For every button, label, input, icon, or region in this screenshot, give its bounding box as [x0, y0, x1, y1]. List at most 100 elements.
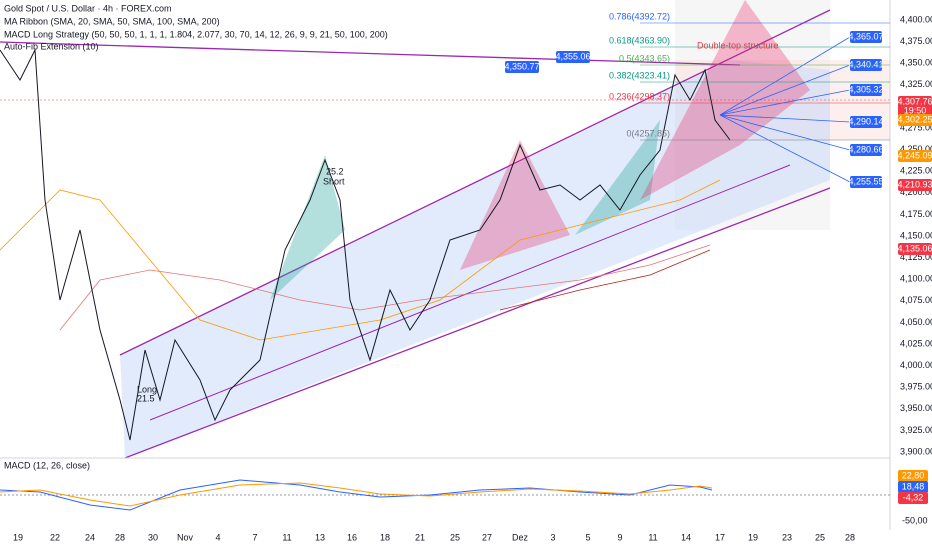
fib-label: 0.618(4363.90) [609, 35, 670, 45]
macd-tag-bg [898, 470, 928, 482]
price-series [0, 48, 731, 441]
date-label: Dez [512, 532, 529, 542]
date-label: 17 [715, 532, 725, 542]
fib-label: 0(4257.85) [626, 128, 670, 138]
chart-tag: 4,350.77 [504, 61, 539, 71]
label: 25.2 [326, 166, 344, 176]
date-label: 16 [347, 532, 357, 542]
fib-label: 0.382(4323.41) [609, 70, 670, 80]
price-axis-label: 4,000.00 [900, 360, 932, 370]
date-label: 18 [380, 532, 390, 542]
projection-lines [719, 36, 851, 183]
date-label: 7 [252, 532, 257, 542]
date-label: 22 [50, 532, 60, 542]
macd-tag: -4,32 [903, 492, 924, 502]
macd-tag: 18,48 [902, 481, 925, 491]
moving-average [0, 179, 721, 341]
fib-label: 0.5(4343.65) [619, 53, 670, 63]
date-label: 28 [845, 532, 855, 542]
price-axis-label: 4,075.00 [900, 295, 932, 305]
price-axis-label: 4,375.00 [900, 36, 932, 46]
price-tag-bg [898, 243, 932, 255]
price-axis-label: 4,150.00 [900, 230, 932, 240]
date-label: Nov [177, 532, 194, 542]
price-tag: 4,305.32 [848, 84, 883, 94]
indicator: Auto-Fib Extension (10) [4, 41, 99, 51]
price-axis-label: 3,975.00 [900, 382, 932, 392]
date-label: 23 [782, 532, 792, 542]
label: 21.5 [137, 393, 155, 403]
macd-tag-bg [898, 492, 928, 504]
price-tag: 19:50 [904, 105, 927, 115]
price-axis-label: 4,100.00 [900, 274, 932, 284]
price-axis-label: 3,925.00 [900, 425, 932, 435]
date-label: 11 [282, 532, 291, 542]
macd-title: MACD (12, 26, close) [4, 460, 90, 470]
date-label: 14 [681, 532, 691, 542]
chart-tag-bg [505, 61, 539, 73]
channel-mid [149, 164, 791, 421]
price-axis-label: 4,250.00 [900, 144, 932, 154]
date-label: 4 [215, 532, 220, 542]
price-axis-label: 4,325.00 [900, 79, 932, 89]
price-tag-bg [898, 179, 932, 191]
label: Short [323, 176, 345, 186]
price-tag: 4,280.66 [848, 144, 883, 154]
price-tag: 4,290.14 [848, 116, 883, 126]
pattern-triangle [460, 140, 570, 270]
price-tag: 4,245.09 [897, 150, 932, 160]
chart-tag-bg [556, 51, 590, 63]
price-axis-label: 3,900.00 [900, 446, 932, 456]
price-tag: 4,302.25 [897, 114, 932, 124]
macd-tag: 22,80 [902, 470, 925, 480]
price-tag-bg [850, 176, 882, 188]
moving-average [499, 249, 711, 311]
date-label: 11 [648, 532, 657, 542]
price-axis-label: 4,275.00 [900, 122, 932, 132]
date-label: 3 [550, 532, 555, 542]
price-tag: 4,255.55 [848, 176, 883, 186]
price-tag-bg [850, 84, 882, 96]
price-axis-label: 4,175.00 [900, 209, 932, 219]
price-tag-bg [850, 116, 882, 128]
price-tag-bg [898, 114, 932, 126]
date-label: 5 [585, 532, 590, 542]
date-label: 9 [617, 532, 622, 542]
price-axis-label: 4,400.00 [900, 14, 932, 24]
price-tag-bg [898, 150, 932, 162]
date-label: 25 [815, 532, 825, 542]
pattern-triangle [575, 120, 660, 235]
price-tag-bg [850, 144, 882, 156]
price-axis-label: 4,200.00 [900, 187, 932, 197]
price-axis-label: 4,050.00 [900, 317, 932, 327]
indicator: MACD Long Strategy (50, 50, 50, 1, 1, 1,… [4, 29, 388, 39]
date-label: 21 [415, 532, 425, 542]
pattern-triangle [270, 155, 345, 300]
price-tag: 4,365.07 [848, 31, 883, 41]
macd-line [0, 479, 713, 511]
price-tag: 4,340.41 [848, 59, 883, 69]
moving-average [59, 244, 711, 331]
annotation: Double-top structure [697, 40, 779, 50]
price-axis-label: 4,125.00 [900, 252, 932, 262]
date-label: 19 [748, 532, 758, 542]
date-label: 24 [85, 532, 95, 542]
price-axis-label: 4,225.00 [900, 166, 932, 176]
channel-top [119, 9, 831, 356]
price-axis-label: 4,350.00 [900, 58, 932, 68]
macd-axis-label: -50,00 [902, 515, 928, 525]
price-tag: 4,210.93 [897, 179, 932, 189]
price-tag: 4,135.06 [897, 243, 932, 253]
fib-label: 0.236(4298.37) [609, 91, 670, 101]
date-label: 25 [450, 532, 460, 542]
date-label: 30 [148, 532, 158, 542]
date-label: 28 [115, 532, 125, 542]
indicator: MA Ribbon (SMA, 20, SMA, 50, SMA, 100, S… [4, 16, 220, 26]
date-label: 13 [315, 532, 325, 542]
date-label: 19 [13, 532, 23, 542]
date-label: 27 [482, 532, 492, 542]
channel-bottom [124, 187, 831, 459]
pattern-triangle [640, 0, 810, 200]
